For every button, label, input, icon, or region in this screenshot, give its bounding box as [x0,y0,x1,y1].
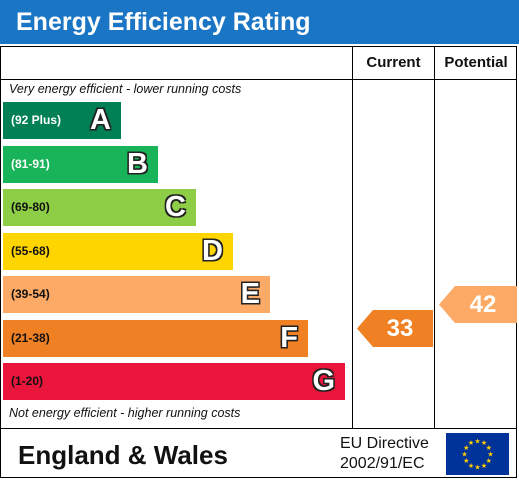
band-e: (39-54) E [3,276,270,313]
star-icon: ★ [486,444,492,452]
band-range-label: (81-91) [11,156,50,171]
band-letter: A [90,104,111,136]
star-icon: ★ [474,464,480,472]
star-icon: ★ [481,462,487,470]
star-icon: ★ [474,438,480,446]
band-letter: G [312,365,335,397]
band-range-label: (92 Plus) [11,113,62,127]
star-icon: ★ [481,439,487,447]
band-letter: F [280,321,298,354]
band-range-label: (39-54) [11,287,50,301]
current-rating-value: 33 [386,315,414,342]
band-g: (1-20) G [3,363,345,400]
eu-flag-icon: ★★★★★★★★★ ★ ★★ [446,433,509,475]
band-range-label: (1-20) [11,374,44,388]
band-c: (69-80) C [3,189,196,226]
band-letter: B [127,147,148,180]
column-potential-header: Potential [444,54,508,71]
footer-divider [0,428,517,429]
eu-directive-line1: EU Directive [340,435,429,452]
column-current-header: Current [366,54,421,71]
star-icon: ★ [468,462,474,470]
band-f: (21-38) F [3,319,308,357]
potential-rating-arrow: 42 [439,286,517,323]
band-letter: D [202,234,223,267]
star-icon: ★ [461,451,467,459]
band-a: (92 Plus) A [3,102,121,139]
eu-directive: EU Directive 2002/91/EC [340,434,429,474]
band-d: (55-68) D [3,232,233,270]
note-inefficient: Not energy efficient - higher running co… [9,406,241,420]
band-letter: E [240,278,260,310]
band-letter: C [165,191,186,223]
band-range-label: (21-38) [11,330,50,345]
divider-current [352,46,353,429]
potential-rating-value: 42 [469,291,497,318]
page-title: Energy Efficiency Rating [16,8,311,36]
eu-directive-line2: 2002/91/EC [340,455,425,472]
star-icon: ★ [468,439,474,447]
potential-arrow-shape [439,286,517,323]
header-divider [0,79,517,80]
star-icon: ★ [463,457,469,465]
note-efficient: Very energy efficient - lower running co… [9,82,242,96]
star-icon: ★ [486,457,492,465]
region-label: England & Wales [18,440,228,470]
star-icon: ★ [487,451,493,459]
divider-potential [434,46,435,429]
title-bar: Energy Efficiency Rating [0,0,519,44]
rating-frame [0,46,517,478]
band-b: (81-91) B [3,145,158,183]
band-range-label: (55-68) [11,243,50,258]
band-range-label: (69-80) [11,200,50,214]
current-arrow-shape [357,310,433,347]
star-icon: ★ [463,444,469,452]
current-rating-arrow: 33 [357,310,433,347]
